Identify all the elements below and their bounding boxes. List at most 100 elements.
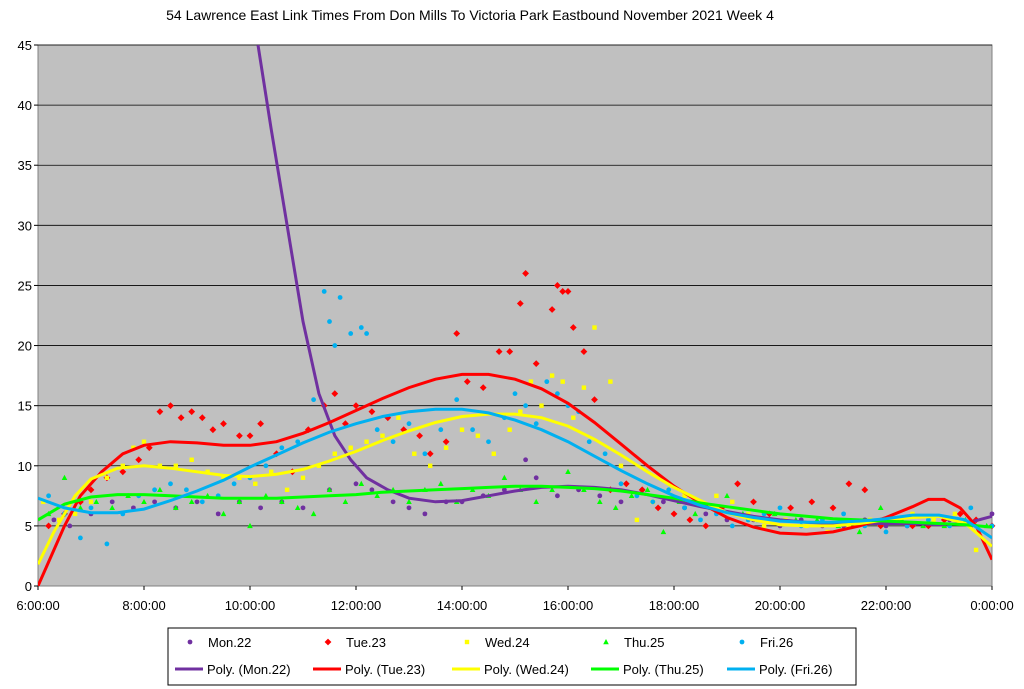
data-point: [814, 516, 820, 523]
data-point: [501, 474, 508, 480]
legend-box: [167, 627, 857, 686]
data-point: [131, 445, 136, 450]
data-point: [638, 486, 646, 494]
data-point: [119, 468, 127, 476]
data-point: [666, 487, 672, 493]
data-point: [522, 270, 529, 277]
data-point: [730, 499, 735, 505]
data-point: [77, 504, 84, 511]
data-point: [67, 523, 73, 529]
x-tick-label: 22:00:00: [861, 598, 912, 613]
data-point: [152, 487, 158, 493]
data-point: [670, 510, 678, 518]
data-point: [682, 505, 687, 511]
data-point: [518, 409, 523, 414]
data-point: [581, 385, 587, 390]
data-point: [279, 498, 285, 505]
data-point: [692, 510, 698, 517]
x-tick-label: 6:00:00: [16, 598, 59, 613]
data-point: [104, 541, 110, 547]
data-point: [374, 492, 380, 499]
legend-item: Poly. (Wed.24): [452, 662, 569, 677]
data-point: [926, 517, 931, 523]
data-point: [45, 522, 52, 530]
x-tick-label: 10:00:00: [225, 598, 276, 613]
data-point: [686, 516, 694, 524]
data-point: [523, 457, 528, 463]
data-point: [724, 492, 730, 499]
data-point: [787, 504, 794, 512]
data-point: [549, 373, 555, 378]
data-point: [342, 498, 349, 505]
data-point: [841, 511, 846, 517]
x-tick-label: 16:00:00: [543, 598, 594, 613]
legend-marker: [739, 639, 745, 645]
data-point: [931, 517, 936, 523]
data-point: [532, 360, 540, 367]
data-point: [231, 481, 237, 487]
data-point: [57, 517, 62, 523]
data-point: [861, 486, 869, 494]
data-point: [310, 510, 317, 517]
data-point: [491, 451, 496, 456]
data-point: [369, 487, 375, 493]
data-point: [602, 451, 608, 457]
data-point: [495, 348, 503, 355]
y-tick-label: 25: [18, 278, 32, 293]
data-point: [618, 463, 624, 468]
data-point: [412, 451, 417, 456]
data-point: [502, 487, 507, 493]
data-point: [559, 288, 567, 295]
data-point: [51, 517, 57, 523]
data-point: [198, 414, 206, 422]
data-point: [528, 379, 534, 384]
data-point: [650, 499, 656, 505]
data-point: [184, 487, 189, 493]
data-point: [177, 414, 185, 422]
data-point: [533, 421, 539, 427]
data-point: [188, 408, 196, 416]
legend-item: Poly. (Mon.22): [175, 662, 291, 677]
data-point: [829, 504, 837, 512]
legend-label: Fri.26: [760, 635, 793, 650]
data-point: [729, 523, 735, 529]
data-point: [332, 343, 338, 348]
data-point: [300, 475, 306, 480]
y-tick-label: 40: [18, 98, 32, 113]
data-point: [597, 498, 603, 505]
data-point: [618, 499, 624, 505]
data-point: [565, 468, 571, 474]
data-point: [364, 439, 369, 444]
plot-area: [37, 44, 993, 587]
data-point: [300, 505, 306, 511]
data-point: [808, 498, 816, 506]
data-point: [560, 379, 565, 384]
data-point: [236, 498, 243, 505]
data-point: [247, 522, 253, 529]
x-tick-label: 0:00:00: [970, 598, 1013, 613]
data-point: [348, 331, 354, 336]
data-point: [257, 420, 264, 428]
data-point: [368, 408, 376, 416]
data-point: [157, 486, 163, 493]
data-point: [209, 426, 217, 434]
data-point: [46, 493, 51, 499]
data-point: [628, 492, 635, 499]
data-point: [591, 396, 598, 404]
data-point: [750, 498, 757, 506]
data-point: [93, 498, 100, 505]
data-point: [592, 325, 597, 330]
data-point: [554, 282, 561, 289]
data-point: [337, 295, 343, 300]
y-axis-ticks: 0 5 10 15 20 25 30 35 40 45: [18, 38, 38, 594]
data-point: [973, 547, 979, 553]
data-point: [406, 421, 412, 427]
data-point: [443, 445, 449, 450]
data-point: [279, 445, 285, 451]
legend-label: Thu.25: [624, 635, 664, 650]
data-point: [479, 384, 487, 392]
data-point: [215, 511, 221, 517]
legend-marker: [464, 639, 470, 645]
data-point: [120, 463, 125, 468]
data-point: [569, 324, 577, 331]
